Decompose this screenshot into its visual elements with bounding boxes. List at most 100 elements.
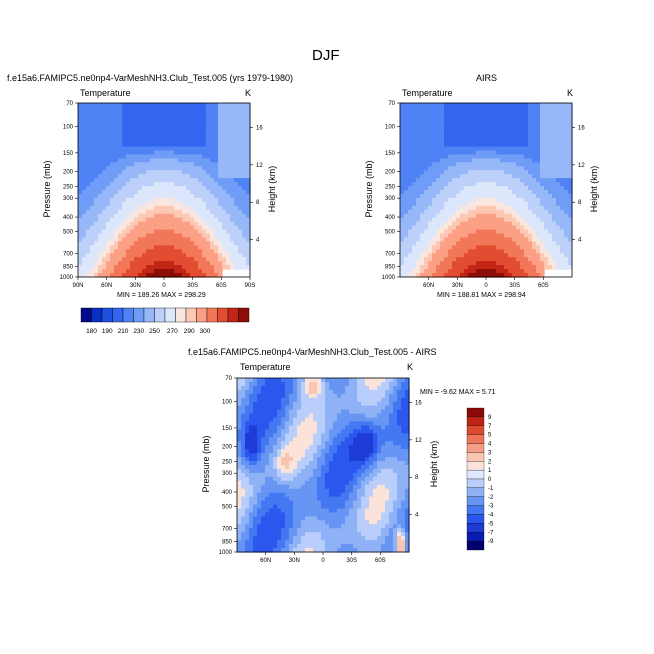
page-title: DJF: [312, 47, 340, 64]
field-cell: [512, 146, 517, 152]
field-cell: [230, 158, 235, 163]
field-cell: [480, 221, 485, 227]
field-cell: [142, 197, 147, 203]
field-cell: [110, 166, 115, 171]
field-cell: [285, 393, 290, 399]
field-cell: [397, 417, 402, 423]
field-cell: [385, 437, 390, 442]
field-cell: [170, 158, 175, 163]
field-cell: [134, 170, 139, 175]
field-cell: [237, 409, 242, 415]
field-cell: [178, 261, 183, 266]
field-cell: [357, 457, 362, 462]
field-cell: [389, 472, 394, 478]
field-cell: [154, 142, 159, 148]
field-cell: [412, 178, 417, 183]
field-cell: [464, 134, 469, 140]
field-cell: [126, 269, 131, 274]
field-cell: [289, 425, 294, 430]
field-cell: [424, 150, 429, 155]
field-cell: [237, 405, 242, 411]
field-cell: [544, 138, 549, 144]
field-cell: [536, 170, 541, 175]
field-cell: [114, 162, 119, 167]
field-cell: [373, 413, 378, 419]
field-cell: [448, 154, 453, 159]
field-cell: [333, 405, 338, 411]
field-cell: [257, 389, 262, 395]
field-cell: [420, 213, 425, 219]
field-cell: [472, 126, 477, 132]
field-cell: [174, 273, 179, 278]
field-cell: [496, 162, 501, 167]
panel3-units: K: [407, 362, 414, 372]
field-cell: [472, 273, 477, 278]
field-cell: [170, 130, 175, 136]
field-cell: [408, 237, 413, 242]
field-cell: [468, 205, 473, 211]
field-cell: [98, 154, 103, 159]
field-cell: [472, 225, 477, 231]
field-cell: [420, 257, 425, 262]
field-cell: [460, 146, 465, 152]
field-cell: [138, 150, 143, 155]
field-cell: [78, 265, 83, 270]
field-cell: [540, 142, 545, 148]
field-cell: [333, 465, 338, 470]
field-cell: [504, 142, 509, 148]
field-cell: [500, 182, 505, 187]
field-cell: [500, 197, 505, 203]
field-cell: [556, 221, 561, 227]
field-cell: [142, 118, 147, 124]
field-cell: [313, 465, 318, 470]
field-cell: [512, 205, 517, 211]
field-cell: [400, 209, 405, 215]
field-cell: [166, 273, 171, 278]
field-cell: [218, 138, 223, 144]
field-cell: [110, 178, 115, 183]
field-cell: [448, 174, 453, 179]
field-cell: [520, 241, 525, 246]
field-cell: [146, 146, 151, 152]
field-cell: [393, 421, 398, 427]
field-cell: [226, 146, 231, 152]
field-cell: [480, 150, 485, 155]
field-cell: [397, 453, 402, 458]
field-cell: [86, 186, 91, 191]
field-cell: [261, 393, 266, 399]
field-cell: [500, 146, 505, 152]
field-cell: [540, 162, 545, 167]
field-cell: [436, 233, 441, 239]
field-cell: [230, 201, 235, 207]
field-cell: [198, 197, 203, 203]
field-cell: [190, 225, 195, 231]
field-cell: [257, 453, 262, 458]
field-cell: [492, 138, 497, 144]
field-cell: [408, 241, 413, 246]
field-cell: [150, 237, 155, 242]
field-cell: [420, 150, 425, 155]
field-cell: [321, 476, 326, 482]
field-cell: [186, 225, 191, 231]
field-cell: [341, 472, 346, 478]
field-cell: [492, 178, 497, 183]
field-cell: [476, 130, 481, 136]
field-cell: [190, 106, 195, 112]
field-cell: [424, 118, 429, 124]
field-cell: [420, 261, 425, 266]
field-cell: [333, 417, 338, 423]
field-cell: [234, 118, 239, 124]
field-cell: [496, 170, 501, 175]
field-cell: [536, 158, 541, 163]
field-cell: [496, 126, 501, 132]
field-cell: [428, 225, 433, 231]
field-cell: [309, 472, 314, 478]
field-cell: [412, 201, 417, 207]
field-cell: [218, 265, 223, 270]
field-cell: [122, 265, 127, 270]
field-cell: [86, 166, 91, 171]
field-cell: [218, 142, 223, 148]
field-cell: [397, 389, 402, 395]
field-cell: [444, 249, 449, 254]
